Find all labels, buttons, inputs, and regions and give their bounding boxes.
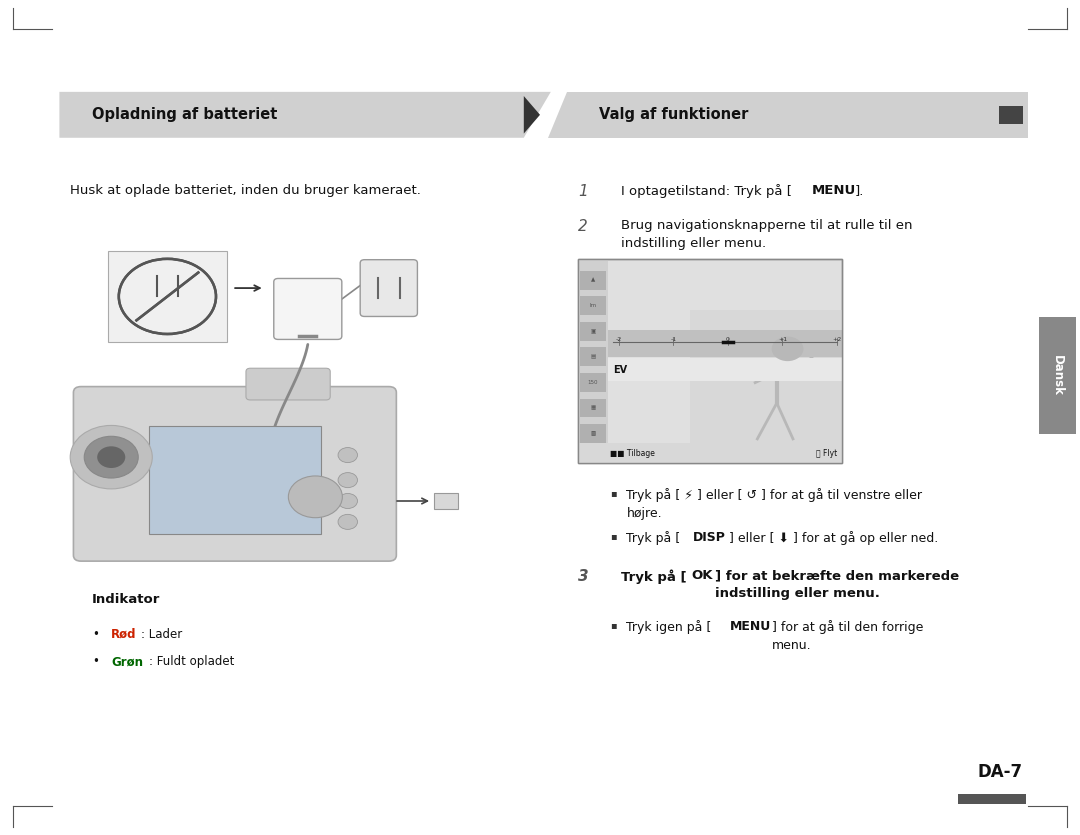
Text: ▪: ▪ [610, 531, 617, 541]
FancyBboxPatch shape [578, 443, 842, 463]
FancyBboxPatch shape [580, 424, 606, 443]
Circle shape [288, 476, 342, 518]
Text: I optagetilstand: Tryk på [: I optagetilstand: Tryk på [ [621, 184, 792, 198]
Text: 2: 2 [578, 219, 588, 234]
Text: ▦: ▦ [591, 406, 595, 411]
Text: : Fuldt opladet: : Fuldt opladet [149, 655, 234, 669]
Text: •: • [92, 655, 98, 669]
Text: -1: -1 [671, 337, 676, 342]
FancyBboxPatch shape [608, 358, 842, 381]
Text: ] eller [ ⬇ ] for at gå op eller ned.: ] eller [ ⬇ ] for at gå op eller ned. [729, 531, 939, 545]
Text: Husk at oplade batteriet, inden du bruger kameraet.: Husk at oplade batteriet, inden du bruge… [70, 184, 421, 197]
Text: Valg af funktioner: Valg af funktioner [599, 108, 748, 122]
Text: ⭢ Flyt: ⭢ Flyt [815, 448, 837, 458]
Text: MENU: MENU [812, 184, 856, 197]
FancyBboxPatch shape [273, 279, 341, 339]
FancyBboxPatch shape [690, 310, 842, 443]
Polygon shape [524, 96, 540, 134]
Text: Dansk: Dansk [1051, 356, 1064, 396]
Text: Tryk igen på [: Tryk igen på [ [626, 620, 712, 634]
FancyBboxPatch shape [580, 296, 606, 315]
FancyBboxPatch shape [608, 331, 842, 357]
Text: : Lader: : Lader [141, 628, 183, 641]
Text: ].: ]. [854, 184, 864, 197]
Text: ] for at gå til den forrige
menu.: ] for at gå til den forrige menu. [772, 620, 923, 651]
Text: EV: EV [613, 365, 627, 375]
Text: DISP: DISP [693, 531, 726, 544]
FancyBboxPatch shape [580, 271, 606, 290]
Circle shape [772, 337, 804, 362]
Text: -2: -2 [616, 337, 622, 342]
FancyBboxPatch shape [149, 426, 321, 534]
Text: ▩: ▩ [591, 431, 595, 436]
Text: Tryk på [ ⚡ ] eller [ ↺ ] for at gå til venstre eller
højre.: Tryk på [ ⚡ ] eller [ ↺ ] for at gå til … [626, 488, 922, 520]
Bar [1039, 317, 1076, 434]
FancyBboxPatch shape [580, 398, 606, 418]
Polygon shape [59, 92, 551, 138]
FancyBboxPatch shape [578, 259, 842, 463]
Text: Brug navigationsknapperne til at rulle til en
indstilling eller menu.: Brug navigationsknapperne til at rulle t… [621, 219, 913, 250]
Text: Im: Im [590, 303, 596, 308]
Circle shape [84, 436, 138, 478]
Text: ▪: ▪ [610, 488, 617, 498]
FancyBboxPatch shape [73, 387, 396, 561]
Text: ▪: ▪ [610, 620, 617, 630]
Text: ▲: ▲ [591, 277, 595, 282]
Polygon shape [548, 92, 1028, 138]
Text: Opladning af batteriet: Opladning af batteriet [92, 108, 278, 122]
Text: 0: 0 [726, 337, 730, 342]
Text: ■■ Tilbage: ■■ Tilbage [610, 448, 656, 458]
FancyBboxPatch shape [108, 250, 227, 342]
FancyBboxPatch shape [246, 368, 330, 400]
Circle shape [97, 446, 125, 468]
Circle shape [338, 514, 357, 529]
Text: Tryk på [: Tryk på [ [621, 569, 687, 584]
Text: Rød: Rød [111, 628, 137, 641]
Text: DA-7: DA-7 [977, 763, 1023, 782]
Text: Indikator: Indikator [92, 593, 160, 606]
Circle shape [338, 448, 357, 463]
Text: +1: +1 [778, 337, 787, 342]
Circle shape [70, 425, 152, 488]
Text: 1: 1 [578, 184, 588, 199]
Text: Tryk på [: Tryk på [ [626, 531, 680, 545]
Text: •: • [92, 628, 98, 641]
Text: ] for at bekræfte den markerede
indstilling eller menu.: ] for at bekræfte den markerede indstill… [715, 569, 959, 600]
FancyBboxPatch shape [580, 347, 606, 367]
Text: 150: 150 [588, 380, 598, 385]
Text: ▣: ▣ [591, 329, 595, 334]
Circle shape [338, 473, 357, 488]
Bar [999, 106, 1023, 124]
Bar [958, 794, 1026, 804]
Text: 3: 3 [578, 569, 589, 584]
FancyBboxPatch shape [578, 259, 608, 463]
FancyBboxPatch shape [580, 321, 606, 341]
Polygon shape [434, 493, 458, 509]
Text: Grøn: Grøn [111, 655, 144, 669]
Circle shape [338, 493, 357, 509]
FancyBboxPatch shape [580, 373, 606, 392]
FancyBboxPatch shape [360, 260, 417, 316]
Text: +2: +2 [833, 337, 841, 342]
Text: MENU: MENU [730, 620, 771, 633]
Text: OK: OK [691, 569, 713, 583]
Text: ▤: ▤ [591, 354, 595, 359]
